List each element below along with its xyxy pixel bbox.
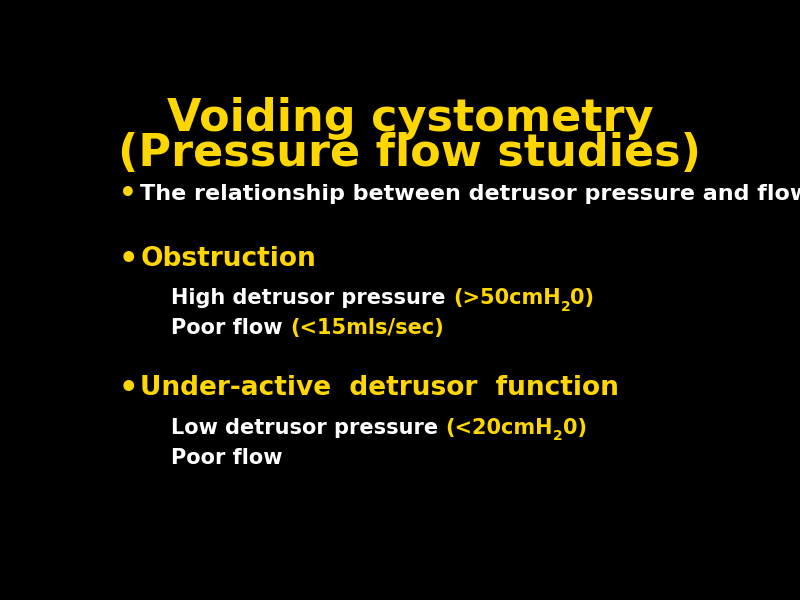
Text: The relationship between detrusor pressure and flow rate: The relationship between detrusor pressu… (140, 184, 800, 205)
Text: •: • (118, 181, 136, 208)
Text: (<20cmH: (<20cmH (446, 418, 553, 438)
Text: Under-active  detrusor  function: Under-active detrusor function (140, 376, 619, 401)
Text: (<15mls/sec): (<15mls/sec) (290, 319, 444, 338)
Text: (Pressure flow studies): (Pressure flow studies) (118, 132, 702, 175)
Text: Poor flow: Poor flow (171, 319, 290, 338)
Text: Obstruction: Obstruction (140, 246, 316, 272)
Text: 0): 0) (570, 289, 594, 308)
Text: 2: 2 (561, 299, 570, 314)
Text: Voiding cystometry: Voiding cystometry (166, 97, 654, 140)
Text: (>50cmH: (>50cmH (453, 289, 561, 308)
Text: Low detrusor pressure: Low detrusor pressure (171, 418, 446, 438)
Text: •: • (118, 374, 138, 403)
Text: 0): 0) (563, 418, 587, 438)
Text: Poor flow: Poor flow (171, 448, 283, 468)
Text: 2: 2 (553, 429, 563, 443)
Text: High detrusor pressure: High detrusor pressure (171, 289, 453, 308)
Text: •: • (118, 245, 138, 274)
